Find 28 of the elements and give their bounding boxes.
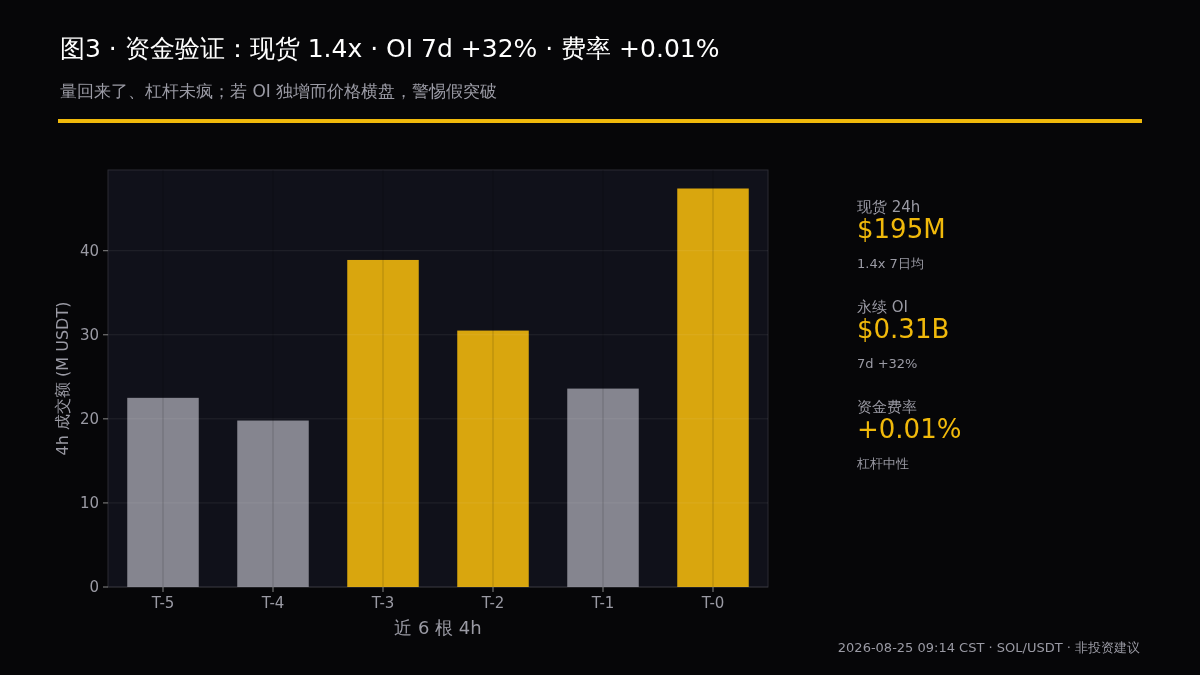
text: +0.01% [857, 414, 962, 444]
text: 现货 24h [857, 198, 921, 216]
x-tick-label: T-1 [590, 594, 615, 612]
y-tick-label: 20 [79, 409, 99, 428]
y-tick-label: 30 [79, 325, 99, 344]
text: 7d +32% [857, 356, 918, 371]
x-tick-label: T-0 [700, 594, 725, 612]
x-tick-label: T-4 [260, 594, 285, 612]
text: 资金费率 [857, 398, 917, 416]
text: 永续 OI [857, 298, 908, 316]
x-tick-label: T-5 [150, 594, 175, 612]
bar [347, 259, 419, 587]
text: 1.4x 7日均 [857, 256, 924, 271]
y-axis-title: 4h 成交额 (M USDT) [53, 301, 72, 456]
bar [457, 330, 529, 587]
x-tick-label: T-3 [370, 594, 395, 612]
chart-title: 图3 · 资金验证：现货 1.4x · OI 7d +32% · 费率 +0.01% [60, 34, 720, 63]
x-tick-label: T-2 [480, 594, 505, 612]
bar [677, 188, 749, 587]
text: 杠杆中性 [856, 456, 909, 471]
y-tick-label: 10 [79, 493, 99, 512]
x-axis-title: 近 6 根 4h [394, 617, 482, 638]
text: 2026-08-25 09:14 CST · SOL/USDT · 非投资建议 [837, 640, 1140, 655]
y-tick-label: 40 [79, 241, 99, 260]
text: $0.31B [857, 314, 950, 344]
text: $195M [857, 214, 946, 244]
chart-subtitle: 量回来了、杠杆未疯；若 OI 独增而价格横盘，警惕假突破 [60, 81, 498, 101]
y-tick-label: 0 [89, 578, 99, 596]
